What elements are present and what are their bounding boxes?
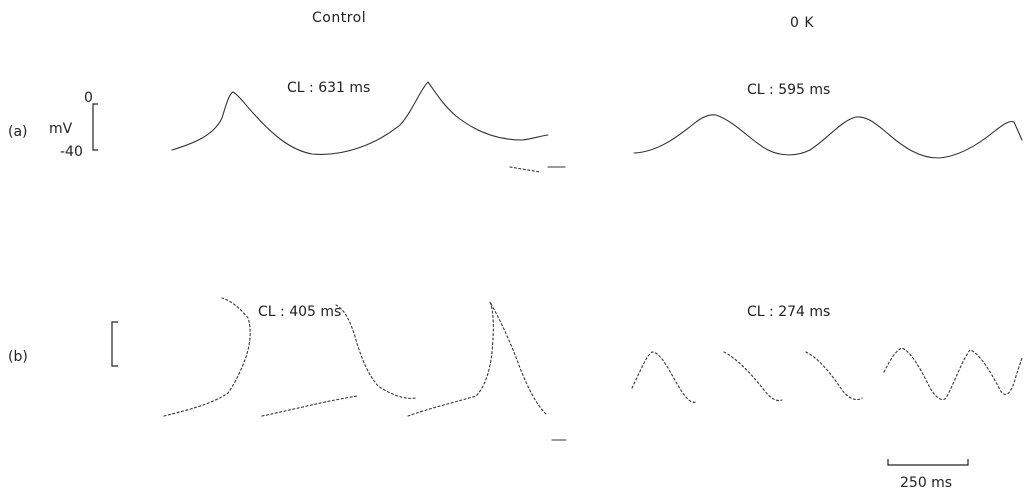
row-label-b: (b) <box>8 349 28 365</box>
trace-b-control <box>163 297 251 417</box>
voltage-calibration-bar-b <box>111 321 118 367</box>
calibration-bottom-label: -40 <box>60 144 83 160</box>
trace-a-zero-k <box>633 114 1023 159</box>
column-header-control: Control <box>312 10 366 26</box>
row-label-a: (a) <box>8 124 28 140</box>
trace-a-control <box>171 81 549 155</box>
trace-b-control-cycle-2 <box>261 304 417 417</box>
trace-a-control-artifact <box>509 166 541 173</box>
time-scale-label: 250 ms <box>900 475 952 491</box>
cycle-length-a-zero-k: CL : 595 ms <box>747 82 830 98</box>
trace-b-control-cycle-3 <box>407 301 547 417</box>
cycle-length-a-control: CL : 631 ms <box>287 80 370 96</box>
calibration-unit-label: mV <box>49 121 73 137</box>
voltage-calibration-bar-a <box>92 103 98 151</box>
trace-b-zero-k <box>631 347 1023 403</box>
column-header-zero-k: 0 K <box>790 15 814 31</box>
cycle-length-b-control: CL : 405 ms <box>258 304 341 320</box>
cycle-length-b-zero-k: CL : 274 ms <box>747 304 830 320</box>
calibration-top-label: 0 <box>84 90 93 106</box>
time-scale-bar <box>887 459 969 466</box>
